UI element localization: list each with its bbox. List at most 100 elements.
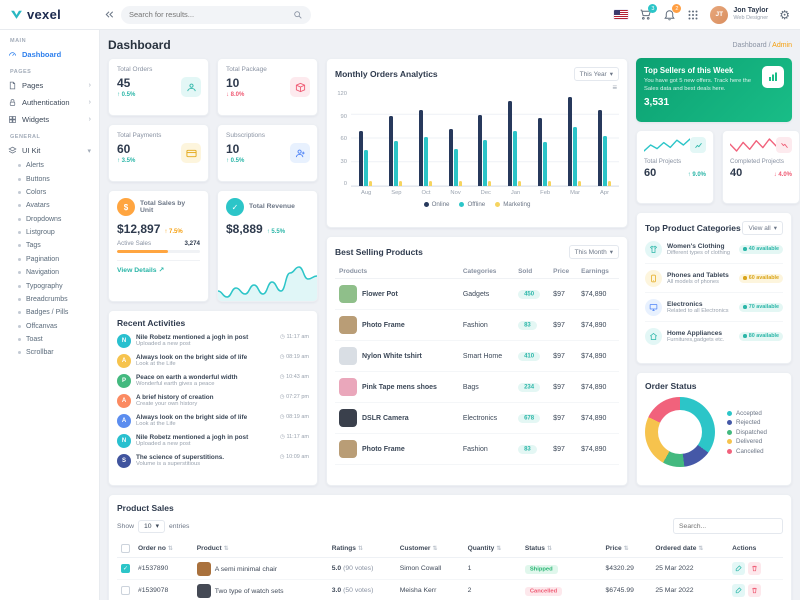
activity-item[interactable]: A A brief history of creation Create your… <box>117 394 309 408</box>
sidebar-item-offcanvas[interactable]: Offcanvas <box>0 320 99 333</box>
settings-gear-icon[interactable]: ⚙ <box>779 7 790 22</box>
sidebar-item-colors[interactable]: Colors <box>0 186 99 199</box>
sidebar-item-toast[interactable]: Toast <box>0 333 99 346</box>
column-header[interactable]: Ordered date ⇅ <box>651 540 729 558</box>
sidebar-item-alerts[interactable]: Alerts <box>0 159 99 172</box>
edit-button[interactable] <box>732 584 746 597</box>
entries-select[interactable]: 10 ▾ <box>138 519 165 533</box>
sidebar-collapse-icon[interactable] <box>104 9 115 20</box>
activity-item[interactable]: S The science of superstitions. Volume is… <box>117 454 309 468</box>
global-search[interactable] <box>121 5 311 24</box>
table-search-input[interactable] <box>673 518 783 534</box>
status-badge: Shipped <box>524 564 558 574</box>
table-row[interactable]: DSLR Camera Electronics 678 $97 $74,890 <box>335 402 619 434</box>
activity-item[interactable]: N Nile Robetz mentioned a jogh in post Up… <box>117 334 309 348</box>
table-row[interactable]: #1539078 Two type of watch sets 3.0 (50 … <box>117 579 783 600</box>
bar-offline <box>513 130 518 186</box>
sidebar-item-breadcrumbs[interactable]: Breadcrumbs <box>0 293 99 306</box>
breadcrumb-root[interactable]: Dashboard <box>732 41 767 49</box>
clock-icon: ◷ <box>279 394 285 400</box>
column-header[interactable]: Customer ⇅ <box>395 540 464 558</box>
delete-button[interactable] <box>748 562 762 575</box>
sidebar-item-typography[interactable]: Typography <box>0 279 99 292</box>
sidebar-item-buttons[interactable]: Buttons <box>0 172 99 185</box>
column-header[interactable]: Order no ⇅ <box>134 540 193 558</box>
activity-item[interactable]: A Always look on the bright side of life… <box>117 354 309 368</box>
table-row[interactable]: Pink Tape mens shoes Bags 234 $97 $74,89… <box>335 371 619 403</box>
sidebar-item-uikit[interactable]: UI Kit ▾ <box>0 142 99 159</box>
brand[interactable]: vexel <box>0 7 100 22</box>
table-row[interactable]: ✓ #1537890 A semi minimal chair 5.0 (90 … <box>117 557 783 580</box>
sidebar-item-label: Pagination <box>26 255 60 263</box>
edit-button[interactable] <box>732 562 746 575</box>
column-header[interactable]: Quantity ⇅ <box>463 540 521 558</box>
legend-item[interactable]: Offline <box>459 201 485 208</box>
category-item[interactable]: Electronics Related to all Electronics 70… <box>645 293 783 322</box>
dot-icon <box>743 334 747 338</box>
activity-item[interactable]: N Nile Robetz mentioned a jogh in post Up… <box>117 434 309 448</box>
table-row[interactable]: Flower Pot Gadgets 450 $97 $74,890 <box>335 278 619 310</box>
month-filter-select[interactable]: This Month ▾ <box>568 245 619 259</box>
order-status-donut-chart <box>645 397 715 467</box>
table-row[interactable]: Photo Frame Fashion 83 $97 $74,890 <box>335 433 619 465</box>
legend-item[interactable]: Online <box>423 201 449 208</box>
table-row[interactable]: Nylon White tshirt Smart Home 410 $97 $7… <box>335 340 619 372</box>
language-flag-icon[interactable] <box>614 10 629 19</box>
column-header[interactable]: Status ⇅ <box>520 540 602 558</box>
sold-badge: 83 <box>518 445 537 454</box>
revenue-value: $8,889 <box>226 222 263 236</box>
pencil-icon <box>735 565 742 572</box>
x-tick-label: Oct <box>421 190 431 196</box>
dollar-icon: $ <box>117 198 135 216</box>
row-checkbox[interactable] <box>121 586 130 595</box>
sidebar-item-pages[interactable]: Pages › <box>0 77 99 94</box>
column-header: Earnings <box>577 265 619 279</box>
sidebar-item-pagination[interactable]: Pagination <box>0 253 99 266</box>
column-header[interactable]: Ratings ⇅ <box>327 540 396 558</box>
person-plus-icon <box>290 143 310 163</box>
notifications-button[interactable]: 2 <box>663 4 682 21</box>
category-item[interactable]: Home Appliances Furnitures,gadgets etc. 8… <box>645 322 783 350</box>
year-filter-select[interactable]: This Year ▾ <box>573 67 619 81</box>
user-menu[interactable]: JT Jon Taylor Web Designer <box>710 5 768 24</box>
category-item[interactable]: Phones and Tablets All models of phones 6… <box>645 264 783 293</box>
sidebar-item-tags[interactable]: Tags <box>0 239 99 252</box>
sold-badge: 83 <box>518 321 537 330</box>
view-details-link[interactable]: View Details ↗ <box>117 260 200 274</box>
apps-grid-button[interactable] <box>687 9 699 21</box>
sidebar-item-widgets[interactable]: Widgets › <box>0 111 99 128</box>
search-input[interactable] <box>129 10 293 19</box>
product-earnings: $74,890 <box>577 340 619 372</box>
navbar-actions: 3 2 JT Jon Taylor Web Designer ⚙ <box>614 4 800 24</box>
table-row[interactable]: Photo Frame Fashion 83 $97 $74,890 <box>335 309 619 341</box>
delete-button[interactable] <box>748 584 762 597</box>
category-item[interactable]: Women's Clothing Different types of cloth… <box>645 235 783 264</box>
bar-marketing <box>458 181 462 186</box>
monthly-orders-card: Monthly Orders Analytics This Year ▾ ≡ 12… <box>326 58 628 228</box>
legend-item[interactable]: Marketing <box>495 201 530 208</box>
revenue-delta: ↑ 5.5% <box>266 229 286 235</box>
sidebar-item-label: Listgroup <box>26 229 55 237</box>
activity-item[interactable]: P Peace on earth a wonderful width Wonder… <box>117 374 309 388</box>
activity-item[interactable]: A Always look on the bright side of life… <box>117 414 309 428</box>
sidebar-item-dashboard[interactable]: Dashboard <box>0 46 99 63</box>
sidebar-item-avatars[interactable]: Avatars <box>0 199 99 212</box>
sidebar-item-dropdowns[interactable]: Dropdowns <box>0 213 99 226</box>
sidebar-item-navigation[interactable]: Navigation <box>0 266 99 279</box>
column-header[interactable]: Actions <box>728 540 783 558</box>
category-desc: Related to all Electronics <box>667 307 729 314</box>
select-all-checkbox[interactable] <box>121 544 130 553</box>
bar-offline <box>572 127 577 186</box>
column-header[interactable]: Product ⇅ <box>192 540 328 558</box>
row-checkbox[interactable]: ✓ <box>121 564 130 573</box>
sidebar-item-scrollbar[interactable]: Scrollbar <box>0 346 99 359</box>
view-all-select[interactable]: View all ▾ <box>742 221 783 235</box>
sidebar-item-authentication[interactable]: Authentication › <box>0 94 99 111</box>
sidebar-item-badges-pills[interactable]: Badges / Pills <box>0 306 99 319</box>
sidebar-item-listgroup[interactable]: Listgroup <box>0 226 99 239</box>
column-header[interactable]: Price ⇅ <box>601 540 652 558</box>
active-sales-label: Active Sales <box>117 240 152 247</box>
bullet-icon <box>18 231 21 235</box>
cart-button[interactable]: 3 <box>639 4 658 21</box>
chart-menu-icon[interactable]: ≡ <box>612 83 617 92</box>
